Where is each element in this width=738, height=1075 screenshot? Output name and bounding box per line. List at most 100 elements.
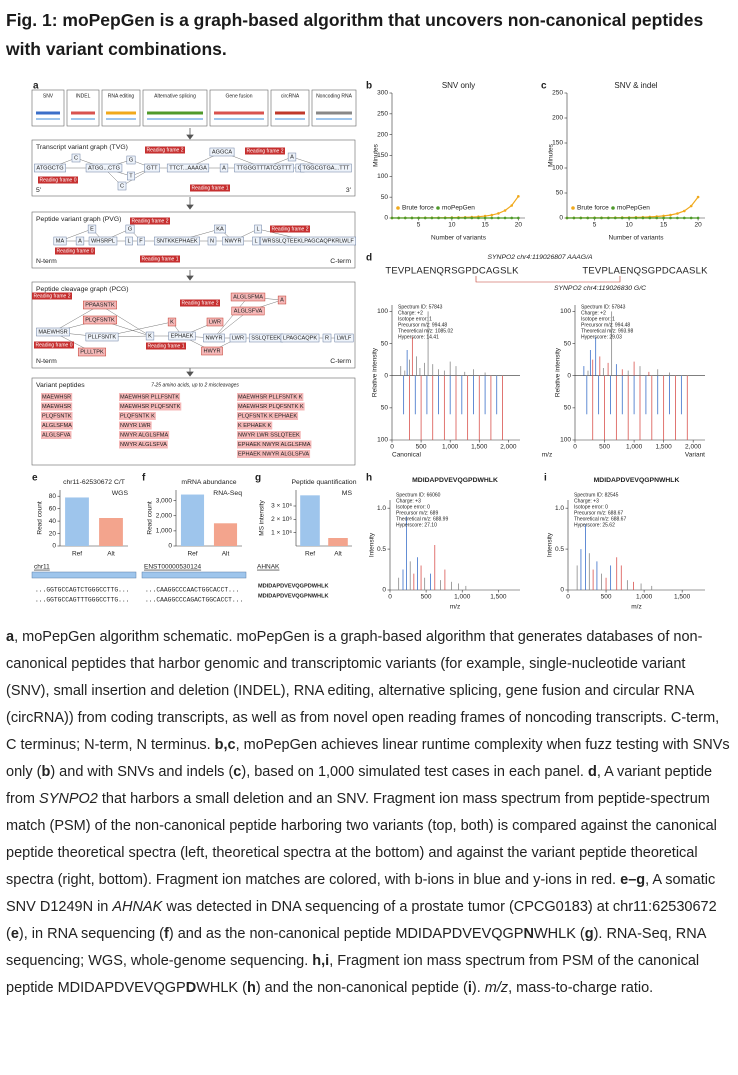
spectrum-info: Isotope error: 1 bbox=[398, 316, 432, 322]
point bbox=[683, 209, 686, 213]
point bbox=[676, 212, 679, 215]
y-tick-label: 0.5 bbox=[555, 546, 564, 553]
peptide-box bbox=[237, 450, 311, 458]
point bbox=[497, 212, 500, 215]
node-label: K bbox=[170, 319, 174, 325]
caption-segment: N bbox=[523, 926, 534, 942]
peptide-box bbox=[41, 421, 73, 430]
x-tick-label: 5 bbox=[593, 222, 597, 229]
spectrum-info: Charge: +3 bbox=[574, 498, 599, 504]
y-tick-label: 50 bbox=[381, 340, 389, 347]
bar bbox=[180, 494, 205, 546]
graph-node bbox=[277, 295, 287, 305]
x-tick-label: 500 bbox=[599, 444, 610, 451]
panel-label: d bbox=[366, 253, 372, 264]
caption-segment: WHLK ( bbox=[533, 926, 585, 942]
y-tick-label: 60 bbox=[49, 505, 57, 512]
reading-frame: Reading frame 1 bbox=[192, 185, 229, 191]
graph-node bbox=[254, 224, 262, 234]
x-axis-label: m/z bbox=[631, 604, 641, 611]
caption-segment: SYNPO2 bbox=[39, 791, 98, 807]
caption-segment: , A somatic SNV D1249N in bbox=[6, 872, 716, 915]
sequence: MDIDAPDVEVQGPNWHLK bbox=[258, 593, 329, 599]
legend-swatch bbox=[611, 206, 615, 210]
node-label: SNTKKEPHAEK bbox=[156, 238, 198, 244]
legend-swatch bbox=[571, 206, 575, 210]
graph-node bbox=[206, 317, 224, 327]
x-tick-label: 0 bbox=[573, 444, 577, 451]
reading-frame-box bbox=[130, 217, 170, 225]
y-tick-label: 1 × 10⁶ bbox=[271, 529, 292, 536]
reading-frame: Reading frame 2 bbox=[247, 148, 284, 154]
node-label: ATGG...CTG bbox=[88, 165, 120, 171]
y-tick-label: 100 bbox=[377, 308, 388, 315]
node-label: A bbox=[290, 154, 294, 160]
sequence: ...GGTGCCAGTCTGGGCCTTG... bbox=[35, 587, 129, 594]
y-tick-label: 20 bbox=[49, 530, 57, 537]
caption: a, moPepGen algorithm schematic. moPepGe… bbox=[6, 624, 732, 1002]
y-tick-label: 80 bbox=[49, 493, 57, 500]
panel-label: g bbox=[255, 473, 261, 484]
panel-label: b bbox=[366, 81, 372, 92]
annotation: WGS bbox=[112, 490, 129, 497]
graph-node bbox=[137, 236, 145, 246]
point bbox=[648, 216, 652, 220]
spectrum-info: Charge: +2 bbox=[581, 310, 606, 316]
peptide-box bbox=[119, 393, 181, 401]
y-tick-label: 3,000 bbox=[156, 497, 173, 504]
caption-segment: , moPepGen algorithm schematic. moPepGen… bbox=[6, 629, 720, 753]
y-tick-label: 0 bbox=[168, 543, 172, 550]
y-axis-label: Read count bbox=[37, 501, 44, 534]
node-label: E bbox=[90, 226, 94, 232]
y-tick-label: 0 bbox=[384, 215, 388, 222]
y-tick-label: 50 bbox=[381, 194, 389, 201]
variant-peptide: PLQFSNTK bbox=[42, 413, 72, 419]
caption-segment: , A variant peptide from bbox=[6, 764, 713, 807]
panel-label: i bbox=[544, 473, 547, 484]
x-tick-label: Alt bbox=[222, 551, 230, 558]
variant-peptide: MAEWHSR PLLFSNTK bbox=[120, 394, 179, 400]
x-tick-label: 0 bbox=[390, 444, 394, 451]
node-label: LWR bbox=[232, 335, 244, 341]
node-label: MAEWHSR bbox=[38, 329, 67, 335]
graph-node bbox=[117, 181, 127, 191]
node-label: ALGLSFMA bbox=[233, 294, 263, 300]
y-tick-label: 100 bbox=[377, 173, 388, 180]
point bbox=[463, 216, 467, 220]
point bbox=[503, 216, 507, 220]
spectrum-info: Spectrum ID: 82545 bbox=[574, 492, 619, 498]
variant-peptide: ALGLSFMA bbox=[42, 423, 72, 429]
y-tick-label: 2 × 10⁶ bbox=[271, 516, 292, 523]
x-tick-label: 2,000 bbox=[500, 444, 517, 451]
caption-segment: , Fragment ion mass spectrum from PSM of… bbox=[6, 953, 700, 996]
graph-node bbox=[230, 292, 266, 302]
graph-node bbox=[71, 153, 81, 163]
variant-annotation: SYNPO2 chr4:119026830 G/C bbox=[554, 285, 646, 292]
panel-label: e bbox=[32, 473, 38, 484]
caption-segment: i bbox=[467, 980, 472, 996]
node-label: LPAGCAQPK bbox=[283, 335, 317, 341]
graph-node bbox=[85, 332, 119, 342]
x-tick-label: Ref bbox=[187, 551, 197, 558]
point bbox=[586, 216, 589, 220]
point bbox=[600, 216, 603, 220]
y-tick-label: 2,000 bbox=[156, 512, 173, 519]
point bbox=[450, 216, 454, 220]
point bbox=[510, 204, 513, 207]
x-tick-label: Alt bbox=[107, 551, 115, 558]
legend-swatch bbox=[436, 206, 440, 210]
graph-title: Peptide variant graph (PVG) bbox=[36, 216, 121, 223]
node-label: WRSSLQTEEKLPAGCAQPKRLWLF bbox=[262, 238, 354, 244]
x-tick-label: 1,000 bbox=[442, 444, 459, 451]
node-label: TGGCGTGA...TTT bbox=[303, 165, 351, 171]
y-axis-label: Intensity bbox=[369, 532, 376, 557]
x-tick-label: 15 bbox=[660, 222, 668, 229]
graph-node bbox=[201, 346, 223, 356]
node-label: TTCT...AAAGA bbox=[169, 165, 207, 171]
graph-node bbox=[231, 306, 265, 316]
caption-segment: ). RNA-Seq, RNA sequencing; WGS, whole-g… bbox=[6, 926, 706, 969]
chart-title: mRNA abundance bbox=[181, 479, 236, 486]
x-axis-label: Number of variants bbox=[609, 235, 665, 242]
x-tick-label: 0 bbox=[566, 594, 570, 601]
variant-peptide: ALGLSFVA bbox=[42, 432, 71, 438]
